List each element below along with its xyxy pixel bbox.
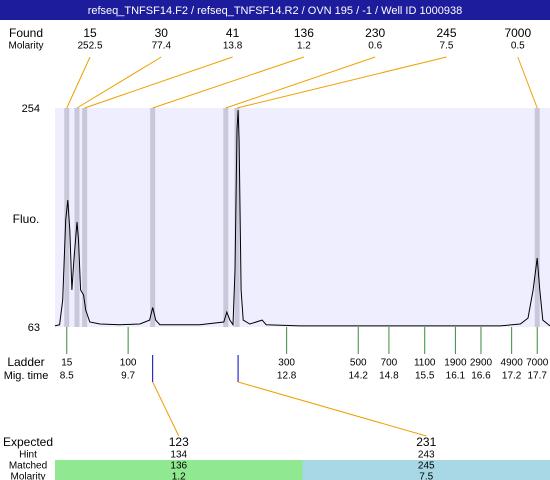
trace-line: [54, 110, 550, 327]
found-label: Found: [9, 26, 43, 40]
ladder-size: 700: [381, 358, 398, 369]
found-molarity: 13.8: [223, 41, 243, 52]
found-molarity: 77.4: [152, 41, 172, 52]
expected-label: Expected: [3, 435, 53, 449]
found-size: 30: [155, 26, 169, 40]
expected-size: 231: [416, 435, 436, 449]
found-size: 230: [365, 26, 385, 40]
found-molarity: 1.2: [297, 41, 311, 52]
peak-band: [150, 108, 156, 327]
molarity-label: Molarity: [10, 472, 45, 480]
ladder-time: 15.5: [415, 371, 435, 382]
ladder-time: 17.2: [502, 371, 522, 382]
peak-band: [223, 108, 229, 327]
ladder-time: 12.8: [277, 371, 297, 382]
found-size: 136: [294, 26, 314, 40]
molarity-value: 7.5: [419, 472, 433, 480]
expected-connector: [237, 381, 427, 437]
molarity-label: Molarity: [8, 41, 43, 52]
found-molarity: 0.6: [368, 41, 382, 52]
found-size: 15: [83, 26, 97, 40]
found-size: 7000: [504, 26, 531, 40]
found-connector: [76, 56, 162, 109]
ladder-time: 9.7: [121, 371, 135, 382]
found-connector: [152, 56, 305, 109]
hint-label: Hint: [19, 450, 37, 461]
peak-band: [74, 108, 80, 327]
ladder-size: 100: [120, 358, 137, 369]
peak-band: [64, 108, 70, 327]
ladder-size: 2900: [470, 358, 493, 369]
ladder-time: 16.6: [471, 371, 491, 382]
found-molarity: 0.5: [511, 41, 525, 52]
peak-band: [82, 108, 88, 327]
found-connector: [236, 56, 447, 109]
title-bar: [0, 0, 550, 20]
found-size: 41: [226, 26, 240, 40]
found-molarity: 7.5: [440, 41, 454, 52]
peak-band: [534, 108, 540, 327]
matched-band: [55, 460, 303, 480]
ladder-size: 1900: [444, 358, 467, 369]
ladder-size: 4900: [501, 358, 524, 369]
found-connector: [84, 56, 233, 109]
plot-area: [55, 108, 550, 327]
found-connector: [225, 56, 376, 109]
ladder-size: 300: [278, 358, 295, 369]
found-size: 245: [436, 26, 456, 40]
expected-size: 123: [169, 435, 189, 449]
ladder-label: Ladder: [7, 355, 44, 369]
hint-value: 243: [418, 450, 435, 461]
found-connector: [66, 56, 91, 109]
found-molarity: 252.5: [77, 41, 102, 52]
hint-value: 134: [170, 450, 187, 461]
expected-connector: [152, 381, 180, 437]
matched-value: 245: [418, 461, 435, 472]
title: refseq_TNFSF14.F2 / refseq_TNFSF14.R2 / …: [88, 5, 463, 17]
ladder-size: 1100: [414, 358, 436, 369]
y-tick-label: 254: [22, 103, 40, 115]
ladder-time: 14.8: [379, 371, 399, 382]
ladder-size: 15: [61, 358, 73, 369]
matched-band: [302, 460, 550, 480]
found-connector: [517, 56, 538, 109]
ladder-time: 16.1: [446, 371, 466, 382]
y-label: Fluo.: [13, 212, 40, 226]
ladder-size: 500: [350, 358, 367, 369]
matched-label: Matched: [9, 461, 47, 472]
time-label: Mig. time: [4, 370, 49, 382]
molarity-value: 1.2: [172, 472, 186, 480]
ladder-size: 7000: [526, 358, 549, 369]
y-tick-label: 63: [28, 322, 40, 334]
peak-band: [234, 108, 240, 327]
ladder-time: 8.5: [60, 371, 74, 382]
ladder-time: 14.2: [349, 371, 369, 382]
matched-value: 136: [170, 461, 187, 472]
ladder-time: 17.7: [527, 371, 547, 382]
